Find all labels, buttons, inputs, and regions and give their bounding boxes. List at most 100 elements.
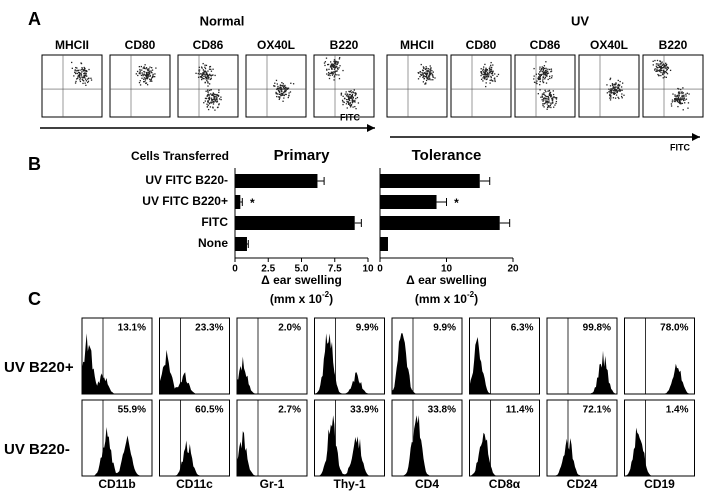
dot (616, 91, 618, 94)
dot (425, 79, 428, 82)
dot (282, 86, 285, 88)
dot (82, 76, 84, 79)
dot (141, 69, 143, 71)
marker-label: MHCII (55, 38, 89, 52)
dot (204, 67, 207, 70)
dot (334, 70, 336, 73)
dot (328, 73, 330, 75)
dot (539, 68, 541, 70)
dot (283, 85, 286, 87)
dot (488, 70, 490, 72)
dot (147, 68, 149, 70)
dot (556, 97, 558, 99)
dot (657, 63, 659, 65)
dot (205, 64, 208, 67)
dot (328, 77, 331, 80)
x-axis-unit: (mm x 10-2) (270, 290, 333, 306)
marker-label: CD80 (466, 38, 497, 52)
dot (277, 96, 280, 98)
dot (542, 66, 544, 69)
dot (281, 88, 283, 90)
dot (214, 93, 216, 96)
dot (335, 70, 337, 72)
dot (617, 96, 619, 99)
dot (151, 80, 153, 82)
dot (539, 84, 541, 86)
dot (145, 68, 147, 70)
dot (547, 96, 550, 98)
dot (348, 95, 350, 97)
dot (154, 76, 156, 78)
dot (496, 75, 498, 78)
dot (488, 74, 490, 76)
dot (332, 65, 335, 68)
histogram-shape (314, 333, 385, 394)
dot (327, 71, 330, 74)
dot (543, 73, 545, 76)
dot (208, 83, 211, 85)
dot (216, 97, 218, 100)
dot (484, 74, 486, 76)
dot (197, 76, 200, 78)
dot (206, 73, 208, 76)
dot (489, 79, 491, 82)
x-tick-label: 10 (362, 264, 374, 275)
dot (540, 96, 542, 98)
dot (212, 98, 214, 101)
dot (146, 77, 148, 80)
dot (283, 97, 285, 99)
dot (667, 67, 669, 69)
dot (336, 70, 338, 72)
dot (279, 84, 282, 86)
dot (139, 68, 141, 71)
dot (211, 100, 213, 102)
dot (148, 72, 150, 74)
dot (676, 100, 679, 103)
dot (197, 72, 199, 75)
percent-label: 13.1% (118, 323, 146, 334)
dot (425, 71, 427, 73)
dot (344, 97, 346, 100)
dot (550, 96, 552, 98)
dot (665, 76, 667, 79)
dot (348, 90, 350, 93)
dot (484, 72, 486, 74)
dot (330, 61, 332, 63)
dot (351, 93, 354, 96)
percent-label: 2.7% (278, 405, 301, 416)
dot (654, 59, 656, 62)
dot (332, 64, 334, 66)
bar (380, 216, 500, 230)
dot (615, 89, 618, 91)
dot (426, 71, 429, 73)
dot (354, 105, 356, 108)
dot (623, 94, 625, 96)
dot (543, 67, 546, 70)
dot (84, 82, 86, 84)
dot (337, 61, 339, 63)
dot (351, 101, 354, 103)
dot (208, 74, 210, 77)
dot (205, 72, 207, 74)
dot (676, 97, 678, 99)
dot (424, 75, 426, 78)
dot (482, 68, 485, 70)
dot (671, 101, 673, 103)
dot (616, 86, 618, 88)
dot (659, 69, 661, 71)
dot (615, 90, 617, 92)
unit-part: (mm x 10 (270, 292, 322, 306)
dot (137, 74, 139, 77)
dot (203, 73, 205, 75)
dot (280, 89, 283, 91)
dot-plot-frame (578, 54, 640, 118)
dot (482, 73, 484, 76)
dot (552, 93, 555, 96)
dot (546, 106, 549, 109)
dot (142, 67, 144, 69)
dot (206, 97, 208, 100)
dot (77, 71, 80, 73)
dot (345, 95, 348, 97)
dot (148, 70, 150, 72)
dot (431, 74, 433, 76)
